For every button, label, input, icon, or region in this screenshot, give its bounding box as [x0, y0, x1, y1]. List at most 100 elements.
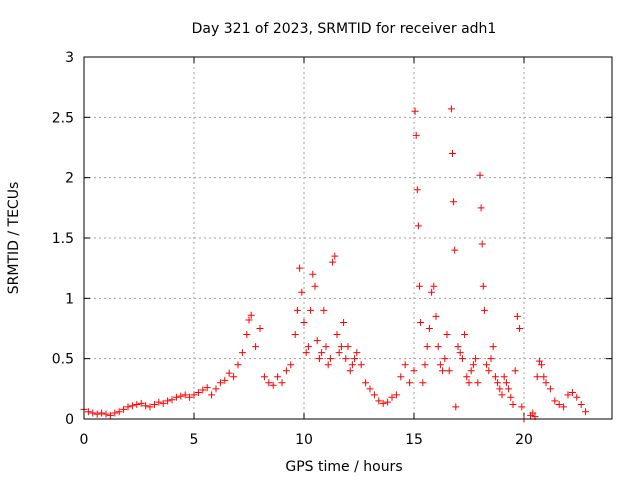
- y-tick-label: 2: [65, 171, 74, 187]
- axis-ticks: [83, 56, 612, 420]
- data-point: [463, 373, 471, 381]
- data-point: [491, 373, 499, 381]
- data-point: [269, 381, 277, 389]
- x-tick-label: 0: [80, 432, 89, 448]
- data-point: [494, 379, 502, 387]
- data-point: [159, 399, 167, 407]
- data-point: [472, 355, 480, 363]
- chart-title: Day 321 of 2023, SRMTID for receiver adh…: [192, 21, 497, 37]
- data-point: [333, 331, 341, 339]
- data-point: [326, 355, 334, 363]
- data-point: [458, 355, 466, 363]
- data-point: [454, 343, 462, 351]
- data-point: [282, 367, 290, 375]
- data-point: [538, 361, 546, 369]
- data-point: [535, 357, 543, 365]
- data-point: [540, 373, 548, 381]
- data-point: [423, 343, 431, 351]
- data-point: [293, 306, 301, 314]
- data-point: [106, 411, 114, 419]
- data-point: [238, 349, 246, 357]
- data-point: [502, 379, 510, 387]
- data-point: [177, 392, 185, 400]
- data-point: [384, 398, 392, 406]
- data-point: [89, 409, 97, 417]
- data-point: [489, 343, 497, 351]
- data-point: [498, 391, 506, 399]
- data-point: [392, 391, 400, 399]
- data-point: [485, 367, 493, 375]
- data-point: [346, 367, 354, 375]
- data-point: [150, 401, 158, 409]
- data-point: [487, 355, 495, 363]
- data-point: [416, 282, 423, 290]
- x-tick-label: 15: [405, 432, 423, 448]
- data-point: [302, 349, 310, 357]
- data-point: [370, 391, 378, 399]
- data-point: [577, 401, 585, 409]
- data-point: [452, 403, 460, 411]
- data-point: [291, 331, 299, 339]
- data-point: [480, 306, 488, 314]
- x-tick-label: 5: [190, 432, 199, 448]
- data-point: [353, 349, 361, 357]
- data-point: [474, 379, 482, 387]
- data-point: [142, 402, 150, 410]
- data-point: [340, 318, 348, 326]
- data-point: [357, 361, 365, 369]
- data-point: [388, 393, 396, 401]
- data-point: [568, 388, 576, 396]
- data-point: [322, 343, 330, 351]
- data-point: [181, 391, 189, 399]
- data-point: [230, 373, 238, 381]
- data-point: [342, 355, 350, 363]
- data-point: [208, 391, 216, 399]
- data-point: [164, 397, 172, 405]
- data-point: [509, 401, 517, 409]
- data-point: [194, 388, 202, 396]
- data-point: [111, 409, 119, 417]
- data-point: [478, 240, 486, 248]
- y-tick-label: 0.5: [52, 352, 74, 368]
- data-point: [128, 402, 136, 410]
- y-tick-label: 1: [65, 291, 74, 307]
- data-point: [335, 349, 343, 357]
- data-point: [115, 408, 123, 416]
- data-point: [483, 361, 491, 369]
- data-points: [80, 105, 590, 423]
- data-point: [413, 186, 421, 194]
- data-point: [406, 379, 414, 387]
- data-point: [397, 373, 405, 381]
- data-point: [518, 403, 526, 411]
- data-point: [252, 343, 260, 351]
- data-point: [469, 361, 477, 369]
- data-point: [421, 361, 429, 369]
- data-point: [309, 270, 317, 278]
- data-point: [234, 361, 242, 369]
- data-point: [432, 312, 440, 320]
- data-point: [451, 246, 459, 254]
- data-point: [120, 405, 128, 413]
- data-point: [477, 204, 485, 212]
- data-point: [190, 391, 198, 399]
- data-point: [573, 393, 581, 401]
- data-point: [496, 385, 504, 393]
- data-point: [467, 367, 475, 375]
- data-point: [428, 288, 436, 296]
- data-point: [513, 312, 521, 320]
- data-point: [507, 393, 515, 401]
- data-point: [337, 343, 345, 351]
- data-point: [564, 391, 572, 399]
- data-point: [311, 282, 319, 290]
- x-tick-label: 10: [295, 432, 313, 448]
- data-point: [102, 410, 110, 418]
- data-point: [307, 306, 315, 314]
- data-point: [542, 379, 550, 387]
- data-point: [445, 367, 453, 375]
- data-point: [329, 258, 337, 266]
- data-point: [313, 337, 321, 345]
- data-point: [260, 373, 268, 381]
- data-point: [203, 384, 211, 392]
- data-point: [318, 349, 326, 357]
